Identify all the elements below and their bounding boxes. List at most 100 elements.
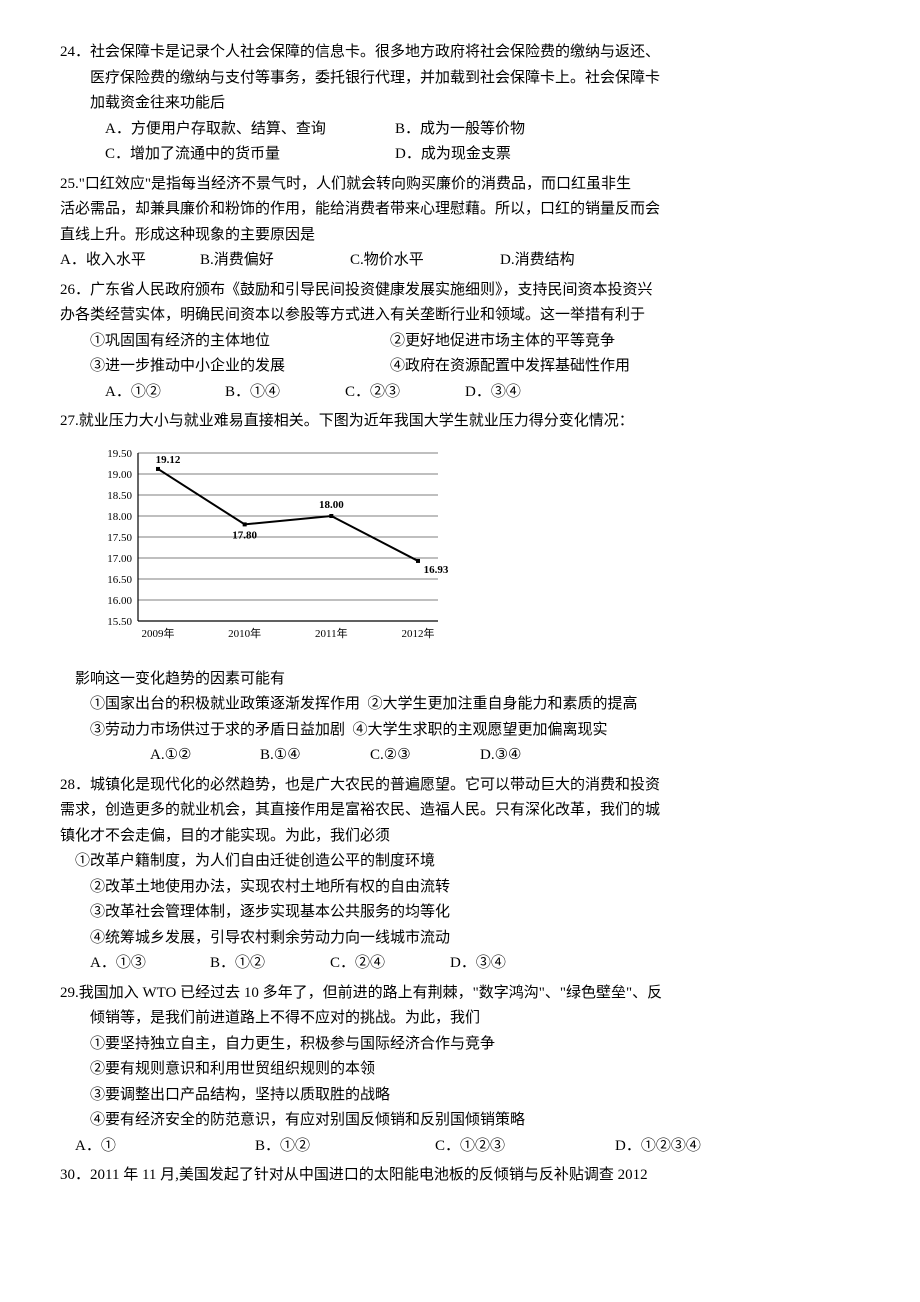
q26-num: 26． <box>60 282 90 298</box>
q24-stem1: 社会保障卡是记录个人社会保障的信息卡。很多地方政府将社会保险费的缴纳与返还、 <box>90 44 660 60</box>
svg-text:17.50: 17.50 <box>107 532 132 544</box>
svg-text:2011年: 2011年 <box>315 626 348 640</box>
q27-num: 27. <box>60 413 79 429</box>
q28-line1: 28．城镇化是现代化的必然趋势，也是广大农民的普遍愿望。它可以带动巨大的消费和投… <box>60 773 860 799</box>
q28-optC: C．②④ <box>330 951 450 977</box>
q27-stem1: 就业压力大小与就业难易直接相关。下图为近年我国大学生就业压力得分变化情况： <box>79 413 634 429</box>
q26-line1: 26．广东省人民政府颁布《鼓励和引导民间投资健康发展实施细则》，支持民间资本投资… <box>60 278 860 304</box>
q28-optD: D．③④ <box>450 951 506 977</box>
question-27: 27.就业压力大小与就业难易直接相关。下图为近年我国大学生就业压力得分变化情况：… <box>60 409 860 769</box>
q29-optB: B．①② <box>255 1134 435 1160</box>
q29-optC: C．①②③ <box>435 1134 615 1160</box>
q25-line1: 25."口红效应"是指每当经济不景气时，人们就会转向购买廉价的消费品，而口红虽非… <box>60 172 860 198</box>
q27-optA: A.①② <box>150 743 260 769</box>
q29-stem1: 我国加入 WTO 已经过去 10 多年了，但前进的路上有荆棘，"数字鸿沟"、"绿… <box>79 985 662 1001</box>
q27-s1: ①国家出台的积极就业政策逐渐发挥作用 <box>90 696 360 712</box>
q28-opts: A．①③ B．①② C．②④ D．③④ <box>60 951 860 977</box>
q25-stem3: 直线上升。形成这种现象的主要原因是 <box>60 223 860 249</box>
q28-stem3: 镇化才不会走偏，目的才能实现。为此，我们必须 <box>60 824 860 850</box>
q28-stem1: 城镇化是现代化的必然趋势，也是广大农民的普遍愿望。它可以带动巨大的消费和投资 <box>90 777 660 793</box>
svg-text:17.00: 17.00 <box>107 553 132 565</box>
q29-s4: ④要有经济安全的防范意识，有应对别国反倾销和反别国倾销策略 <box>60 1108 860 1134</box>
question-30: 30．2011 年 11 月,美国发起了针对从中国进口的太阳能电池板的反倾销与反… <box>60 1163 860 1189</box>
q28-s2: ②改革土地使用办法，实现农村土地所有权的自由流转 <box>60 875 860 901</box>
q24-optA: A．方便用户存取款、结算、查询 <box>105 117 395 143</box>
q28-stem2: 需求，创造更多的就业机会，其直接作用是富裕农民、造福人民。只有深化改革，我们的城 <box>60 798 860 824</box>
q29-opts: A．① B．①② C．①②③ D．①②③④ <box>60 1134 860 1160</box>
q26-optD: D．③④ <box>465 380 521 406</box>
q29-optA: A．① <box>75 1134 255 1160</box>
question-25: 25."口红效应"是指每当经济不景气时，人们就会转向购买廉价的消费品，而口红虽非… <box>60 172 860 274</box>
q28-s3: ③改革社会管理体制，逐步实现基本公共服务的均等化 <box>60 900 860 926</box>
q28-s1: ①改革户籍制度，为人们自由迁徙创造公平的制度环境 <box>60 849 860 875</box>
question-28: 28．城镇化是现代化的必然趋势，也是广大农民的普遍愿望。它可以带动巨大的消费和投… <box>60 773 860 977</box>
q30-stem1: 2011 年 11 月,美国发起了针对从中国进口的太阳能电池板的反倾销与反补贴调… <box>90 1167 648 1183</box>
q29-s3: ③要调整出口产品结构，坚持以质取胜的战略 <box>60 1083 860 1109</box>
q29-num: 29. <box>60 985 79 1001</box>
svg-text:16.00: 16.00 <box>107 595 132 607</box>
line-chart-svg: 19.50 19.00 18.50 18.00 17.50 17.00 16.50 16.00… <box>90 441 450 663</box>
q28-optB: B．①② <box>210 951 330 977</box>
q26-optB: B．①④ <box>225 380 345 406</box>
q24-line1: 24．社会保障卡是记录个人社会保障的信息卡。很多地方政府将社会保险费的缴纳与返还… <box>60 40 860 66</box>
q30-num: 30． <box>60 1167 90 1183</box>
svg-text:17.80: 17.80 <box>232 529 257 541</box>
q26-optC: C．②③ <box>345 380 465 406</box>
q29-optD: D．①②③④ <box>615 1134 701 1160</box>
q27-s4: ④大学生求职的主观愿望更加偏离现实 <box>353 722 608 738</box>
q30-line1: 30．2011 年 11 月,美国发起了针对从中国进口的太阳能电池板的反倾销与反… <box>60 1163 860 1189</box>
q27-optC: C.②③ <box>370 743 480 769</box>
employment-pressure-chart: 19.50 19.00 18.50 18.00 17.50 17.00 16.50 16.00… <box>90 441 450 663</box>
q29-stem2: 倾销等，是我们前进道路上不得不应对的挑战。为此，我们 <box>60 1006 860 1032</box>
svg-text:16.93: 16.93 <box>424 563 449 575</box>
q27-srow1: ①国家出台的积极就业政策逐渐发挥作用 ②大学生更加注重自身能力和素质的提高 <box>60 692 860 718</box>
question-26: 26．广东省人民政府颁布《鼓励和引导民间投资健康发展实施细则》，支持民间资本投资… <box>60 278 860 406</box>
svg-text:19.00: 19.00 <box>107 469 132 481</box>
q27-stem2: 影响这一变化趋势的因素可能有 <box>60 667 860 693</box>
q27-optB: B.①④ <box>260 743 370 769</box>
q24-optB: B．成为一般等价物 <box>395 117 525 143</box>
q27-line1: 27.就业压力大小与就业难易直接相关。下图为近年我国大学生就业压力得分变化情况： <box>60 409 860 435</box>
svg-text:19.12: 19.12 <box>156 453 181 465</box>
svg-text:2009年: 2009年 <box>142 626 175 640</box>
svg-text:18.00: 18.00 <box>319 499 344 511</box>
svg-text:15.50: 15.50 <box>107 616 132 628</box>
q25-stem1: "口红效应"是指每当经济不景气时，人们就会转向购买廉价的消费品，而口红虽非生 <box>79 176 631 192</box>
q25-optC: C.物价水平 <box>350 248 500 274</box>
q26-optA: A．①② <box>105 380 225 406</box>
q28-optA: A．①③ <box>90 951 210 977</box>
q29-line1: 29.我国加入 WTO 已经过去 10 多年了，但前进的路上有荆棘，"数字鸿沟"… <box>60 981 860 1007</box>
svg-text:16.50: 16.50 <box>107 574 132 586</box>
q25-stem2: 活必需品，却兼具廉价和粉饰的作用，能给消费者带来心理慰藉。所以，口红的销量反而会 <box>60 197 860 223</box>
q26-stem2: 办各类经营实体，明确民间资本以参股等方式进入有关垄断行业和领域。这一举措有利于 <box>60 303 860 329</box>
q29-s2: ②要有规则意识和利用世贸组织规则的本领 <box>60 1057 860 1083</box>
q24-opts-row2: C．增加了流通中的货币量 D．成为现金支票 <box>60 142 860 168</box>
q26-stem1: 广东省人民政府颁布《鼓励和引导民间投资健康发展实施细则》，支持民间资本投资兴 <box>90 282 653 298</box>
q27-optD: D.③④ <box>480 743 521 769</box>
question-29: 29.我国加入 WTO 已经过去 10 多年了，但前进的路上有荆棘，"数字鸿沟"… <box>60 981 860 1160</box>
q27-s3: ③劳动力市场供过于求的矛盾日益加剧 <box>90 722 345 738</box>
svg-text:18.50: 18.50 <box>107 490 132 502</box>
q26-srow1: ①巩固国有经济的主体地位 ②更好地促进市场主体的平等竞争 <box>60 329 860 355</box>
q24-opts-row1: A．方便用户存取款、结算、查询 B．成为一般等价物 <box>60 117 860 143</box>
q29-s1: ①要坚持独立自主，自力更生，积极参与国际经济合作与竞争 <box>60 1032 860 1058</box>
q27-s2: ②大学生更加注重自身能力和素质的提高 <box>368 696 638 712</box>
q26-s1: ①巩固国有经济的主体地位 <box>90 329 390 355</box>
q24-num: 24． <box>60 44 90 60</box>
q25-opts: A．收入水平 B.消费偏好 C.物价水平 D.消费结构 <box>60 248 860 274</box>
svg-text:2010年: 2010年 <box>228 626 261 640</box>
q25-optB: B.消费偏好 <box>200 248 350 274</box>
q26-s2: ②更好地促进市场主体的平等竞争 <box>390 329 615 355</box>
q28-s4: ④统筹城乡发展，引导农村剩余劳动力向一线城市流动 <box>60 926 860 952</box>
q26-srow2: ③进一步推动中小企业的发展 ④政府在资源配置中发挥基础性作用 <box>60 354 860 380</box>
q25-optA: A．收入水平 <box>60 248 200 274</box>
svg-text:18.00: 18.00 <box>107 511 132 523</box>
svg-text:2012年: 2012年 <box>402 626 435 640</box>
q24-stem3: 加载资金往来功能后 <box>60 91 860 117</box>
q24-optC: C．增加了流通中的货币量 <box>105 142 395 168</box>
svg-text:19.50: 19.50 <box>107 448 132 460</box>
q25-num: 25. <box>60 176 79 192</box>
q28-num: 28． <box>60 777 90 793</box>
q24-optD: D．成为现金支票 <box>395 142 511 168</box>
q27-opts: A.①② B.①④ C.②③ D.③④ <box>60 743 860 769</box>
